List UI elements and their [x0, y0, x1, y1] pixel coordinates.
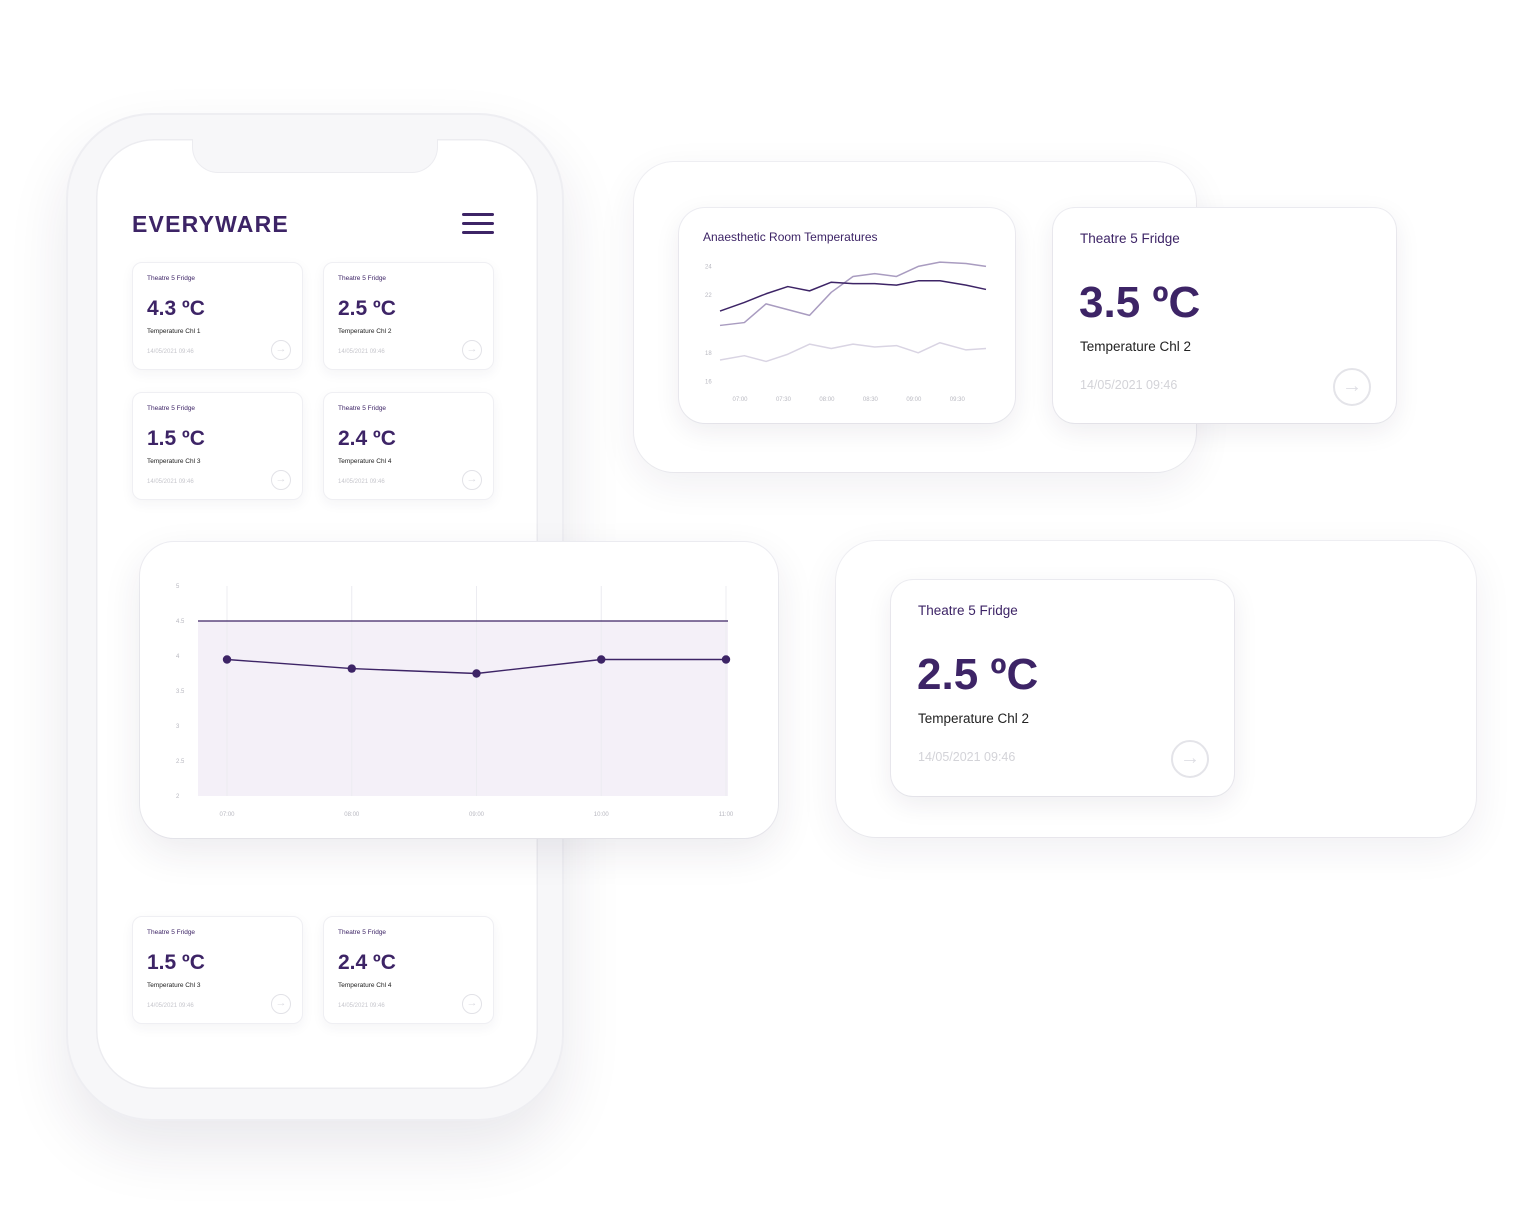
arrow-right-icon[interactable]: → [271, 994, 291, 1014]
x-tick-label: 09:00 [906, 397, 922, 403]
card-label: Temperature Chl 3 [147, 982, 201, 989]
card-title: Theatre 5 Fridge [1080, 231, 1180, 246]
x-tick-label: 11:00 [719, 812, 734, 818]
sensor-card[interactable]: Theatre 5 Fridge 4.3 ºC Temperature Chl … [132, 262, 303, 370]
hamburger-menu-icon[interactable] [462, 213, 494, 235]
sensor-card-large[interactable]: Theatre 5 Fridge 3.5 ºC Temperature Chl … [1053, 208, 1396, 423]
card-label: Temperature Chl 2 [918, 711, 1030, 726]
y-tick-label: 24 [705, 264, 712, 270]
card-value: 1.5 ºC [147, 951, 205, 974]
card-title: Theatre 5 Fridge [338, 929, 387, 936]
y-tick-label: 16 [705, 380, 712, 386]
data-point [721, 655, 731, 664]
card-date: 14/05/2021 09:46 [338, 349, 385, 355]
sensor-card-large[interactable]: Theatre 5 Fridge 2.5 ºC Temperature Chl … [891, 580, 1234, 796]
card-value: 2.4 ºC [338, 951, 396, 974]
series-line [719, 341, 987, 363]
phone-notch [192, 139, 438, 173]
y-tick-label: 5 [176, 584, 180, 590]
series-line [719, 261, 987, 327]
card-date: 14/05/2021 09:46 [147, 1003, 194, 1009]
card-value: 2.5 ºC [338, 297, 396, 320]
y-tick-label: 4.5 [176, 619, 185, 625]
card-date: 14/05/2021 09:46 [338, 1003, 385, 1009]
card-value: 2.4 ºC [338, 427, 396, 450]
x-tick-label: 08:30 [863, 397, 879, 403]
card-label: Temperature Chl 1 [147, 328, 201, 335]
x-tick-label: 07:00 [732, 397, 748, 403]
card-date: 14/05/2021 09:46 [147, 479, 194, 485]
data-point [472, 669, 481, 678]
sensor-card[interactable]: Theatre 5 Fridge 2.5 ºC Temperature Chl … [323, 262, 494, 370]
fridge-history-chart-card: 5 4.5 4 3.5 3 2.5 2 07:00 08:00 09:00 10:00 11:00 [140, 542, 778, 838]
card-label: Temperature Chl 3 [147, 458, 201, 465]
card-date: 14/05/2021 09:46 [918, 750, 1016, 764]
y-tick-label: 2 [176, 794, 180, 800]
card-title: Theatre 5 Fridge [338, 275, 387, 282]
card-title: Theatre 5 Fridge [147, 275, 196, 282]
x-tick-label: 09:30 [950, 397, 966, 403]
card-label: Temperature Chl 4 [338, 982, 392, 989]
arrow-right-icon[interactable]: → [271, 340, 291, 360]
card-value: 2.5 ºC [917, 650, 1039, 699]
y-tick-label: 4 [176, 654, 180, 660]
data-point [222, 655, 232, 664]
card-date: 14/05/2021 09:46 [338, 479, 385, 485]
card-title: Theatre 5 Fridge [338, 405, 387, 412]
card-title: Theatre 5 Fridge [147, 929, 196, 936]
arrow-right-icon[interactable]: → [271, 470, 291, 490]
chart-title: Anaesthetic Room Temperatures [703, 230, 878, 244]
card-date: 14/05/2021 09:46 [147, 349, 194, 355]
x-tick-label: 08:00 [819, 397, 835, 403]
x-tick-label: 07:00 [219, 812, 235, 818]
arrow-right-icon[interactable]: → [462, 340, 482, 360]
sensor-card[interactable]: Theatre 5 Fridge 2.4 ºC Temperature Chl … [323, 916, 494, 1024]
card-label: Temperature Chl 2 [1080, 339, 1192, 354]
sensor-card[interactable]: Theatre 5 Fridge 1.5 ºC Temperature Chl … [132, 916, 303, 1024]
fridge-history-chart: 5 4.5 4 3.5 3 2.5 2 07:00 08:00 09:00 10:00 11:00 [176, 584, 734, 818]
threshold-band [198, 621, 728, 796]
card-value: 4.3 ºC [147, 297, 205, 320]
everyware-logo: EVERYWARE [132, 211, 289, 237]
y-tick-label: 3 [176, 724, 180, 730]
series-line [719, 280, 987, 312]
card-title: Theatre 5 Fridge [147, 405, 196, 412]
x-tick-label: 09:00 [469, 812, 485, 818]
arrow-right-icon[interactable]: → [1171, 740, 1209, 778]
arrow-right-icon[interactable]: → [462, 994, 482, 1014]
sensor-card[interactable]: Theatre 5 Fridge 2.4 ºC Temperature Chl … [323, 392, 494, 500]
arrow-right-icon[interactable]: → [462, 470, 482, 490]
x-tick-label: 07:30 [776, 397, 792, 403]
data-point [347, 664, 356, 673]
card-date: 14/05/2021 09:46 [1080, 378, 1178, 392]
data-point [597, 655, 606, 664]
y-tick-label: 2.5 [176, 759, 185, 765]
card-label: Temperature Chl 4 [338, 458, 392, 465]
card-value: 3.5 ºC [1079, 278, 1201, 327]
card-title: Theatre 5 Fridge [918, 603, 1018, 618]
card-label: Temperature Chl 2 [338, 328, 392, 335]
sensor-card[interactable]: Theatre 5 Fridge 1.5 ºC Temperature Chl … [132, 392, 303, 500]
y-tick-label: 18 [705, 351, 712, 357]
room-temperatures-card: 24 22 18 16 07:00 07:30 08:00 08:30 09:00 09:30 A… [679, 208, 1015, 423]
card-value: 1.5 ºC [147, 427, 205, 450]
arrow-right-icon[interactable]: → [1333, 368, 1371, 406]
room-temperatures-chart: 24 22 18 16 07:00 07:30 08:00 08:30 09:00 09:30 [705, 261, 987, 403]
y-tick-label: 3.5 [176, 689, 185, 695]
x-tick-label: 08:00 [344, 812, 360, 818]
y-tick-label: 22 [705, 293, 712, 299]
x-tick-label: 10:00 [594, 812, 610, 818]
